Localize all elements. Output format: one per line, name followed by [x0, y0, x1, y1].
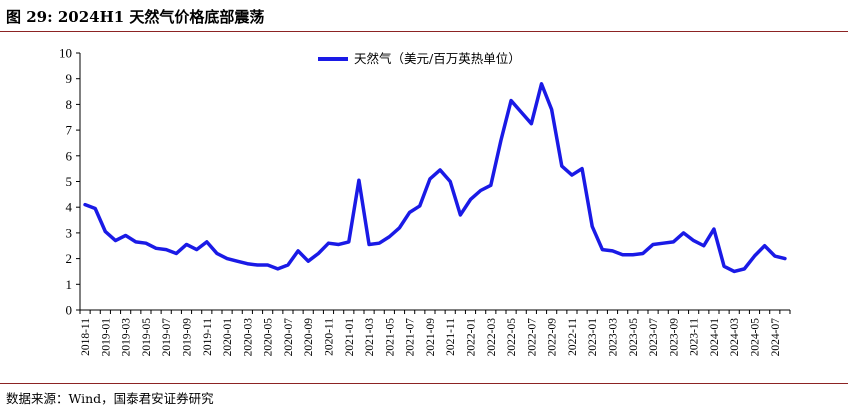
x-tick-label: 2022-07	[526, 318, 538, 357]
x-tick-label: 2023-01	[587, 318, 599, 357]
y-tick-label: 0	[66, 303, 73, 318]
x-tick-label: 2023-09	[668, 318, 680, 357]
x-tick-label: 2020-07	[283, 318, 295, 357]
x-tick-label: 2019-07	[161, 318, 173, 357]
x-tick-label: 2019-09	[182, 318, 194, 357]
line-chart: 0 1 2 3 4 5 6 7 8 9 10 2018-11 2019-01 2019-03 2019-0…	[59, 46, 791, 357]
x-tick-label: 2020-03	[242, 318, 254, 357]
figure-title: 图 29: 2024H1 天然气价格底部震荡	[6, 8, 265, 26]
x-tick-label: 2024-01	[709, 318, 721, 357]
x-tick-label: 2023-05	[628, 318, 640, 357]
y-tick-label: 3	[66, 225, 73, 240]
x-tick-label: 2022-05	[506, 318, 518, 357]
legend-label: 天然气（美元/百万英热单位）	[354, 51, 521, 66]
x-tick-label: 2019-11	[202, 318, 214, 356]
x-tick-label: 2021-09	[425, 318, 437, 357]
x-tick-label: 2019-05	[141, 318, 153, 357]
x-tick-label: 2022-03	[486, 318, 498, 357]
x-tick-label: 2022-01	[466, 318, 478, 357]
y-tick-label: 10	[59, 46, 72, 61]
x-tick-label: 2021-03	[364, 318, 376, 357]
y-axis-ticks: 0 1 2 3 4 5 6 7 8 9 10	[59, 46, 80, 318]
x-tick-label: 2021-07	[405, 318, 417, 357]
source-note: 数据来源：Wind，国泰君安证券研究	[6, 391, 214, 406]
x-axis-ticks: 2018-11 2019-01 2019-03 2019-05 2019-07 2019-…	[79, 310, 791, 357]
y-tick-label: 1	[66, 277, 73, 292]
x-tick-label: 2020-11	[324, 318, 336, 356]
y-tick-label: 2	[66, 251, 73, 266]
y-tick-label: 9	[66, 71, 73, 86]
x-tick-label: 2019-01	[100, 318, 112, 357]
x-tick-label: 2021-11	[445, 318, 457, 356]
x-tick-label: 2018-11	[80, 318, 92, 356]
axes	[79, 53, 790, 311]
x-tick-label: 2024-03	[729, 318, 741, 357]
x-tick-label: 2019-03	[121, 318, 133, 357]
x-tick-label: 2020-09	[303, 318, 315, 357]
x-tick-label: 2020-05	[263, 318, 275, 357]
x-tick-label: 2021-05	[384, 318, 396, 357]
legend: 天然气（美元/百万英热单位）	[318, 51, 521, 66]
x-tick-label: 2020-01	[222, 318, 234, 357]
y-tick-label: 5	[66, 174, 73, 189]
series-group	[83, 82, 787, 274]
series-line-0	[83, 82, 787, 274]
x-tick-label: 2022-09	[547, 318, 559, 357]
top-rule	[0, 31, 848, 32]
x-tick-label: 2022-11	[567, 318, 579, 356]
y-tick-label: 8	[66, 97, 73, 112]
x-tick-label: 2024-07	[770, 318, 782, 357]
y-tick-label: 6	[66, 148, 73, 163]
x-tick-label: 2021-01	[344, 318, 356, 357]
x-tick-label: 2023-11	[689, 318, 701, 356]
x-tick-label: 2023-07	[648, 318, 660, 357]
x-tick-label: 2024-05	[750, 318, 762, 357]
y-tick-label: 7	[66, 123, 73, 138]
y-tick-label: 4	[66, 200, 73, 215]
x-tick-label: 2023-03	[608, 318, 620, 357]
bottom-rule	[0, 383, 848, 384]
